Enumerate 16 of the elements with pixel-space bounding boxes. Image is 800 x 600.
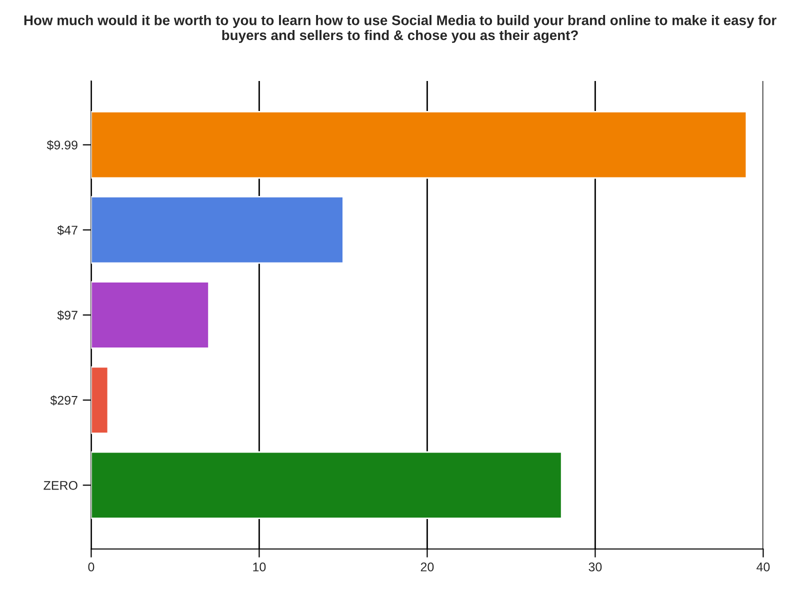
chart-title: How much would it be worth to you to learn how to use Social Media to build your brand online to make it easy for buyers and sellers to find & chose you as their agent? xyxy=(24,15,776,43)
y-tick-label: ZERO xyxy=(44,480,78,490)
x-tick-label: 20 xyxy=(420,562,434,572)
y-tick-label: $47 xyxy=(57,225,78,236)
x-tick-label: 0 xyxy=(88,562,94,572)
y-tick-label: $297 xyxy=(50,395,78,406)
bar xyxy=(91,451,562,520)
y-tick-label: $9.99 xyxy=(46,140,78,150)
bar xyxy=(91,110,748,179)
x-tick-label: 10 xyxy=(253,562,266,572)
x-tick-label: 30 xyxy=(588,562,602,572)
y-tick-label: $97 xyxy=(57,310,78,320)
x-tick-label: 40 xyxy=(756,562,770,572)
bar xyxy=(91,366,109,434)
bar xyxy=(91,281,210,349)
bar xyxy=(91,196,344,264)
